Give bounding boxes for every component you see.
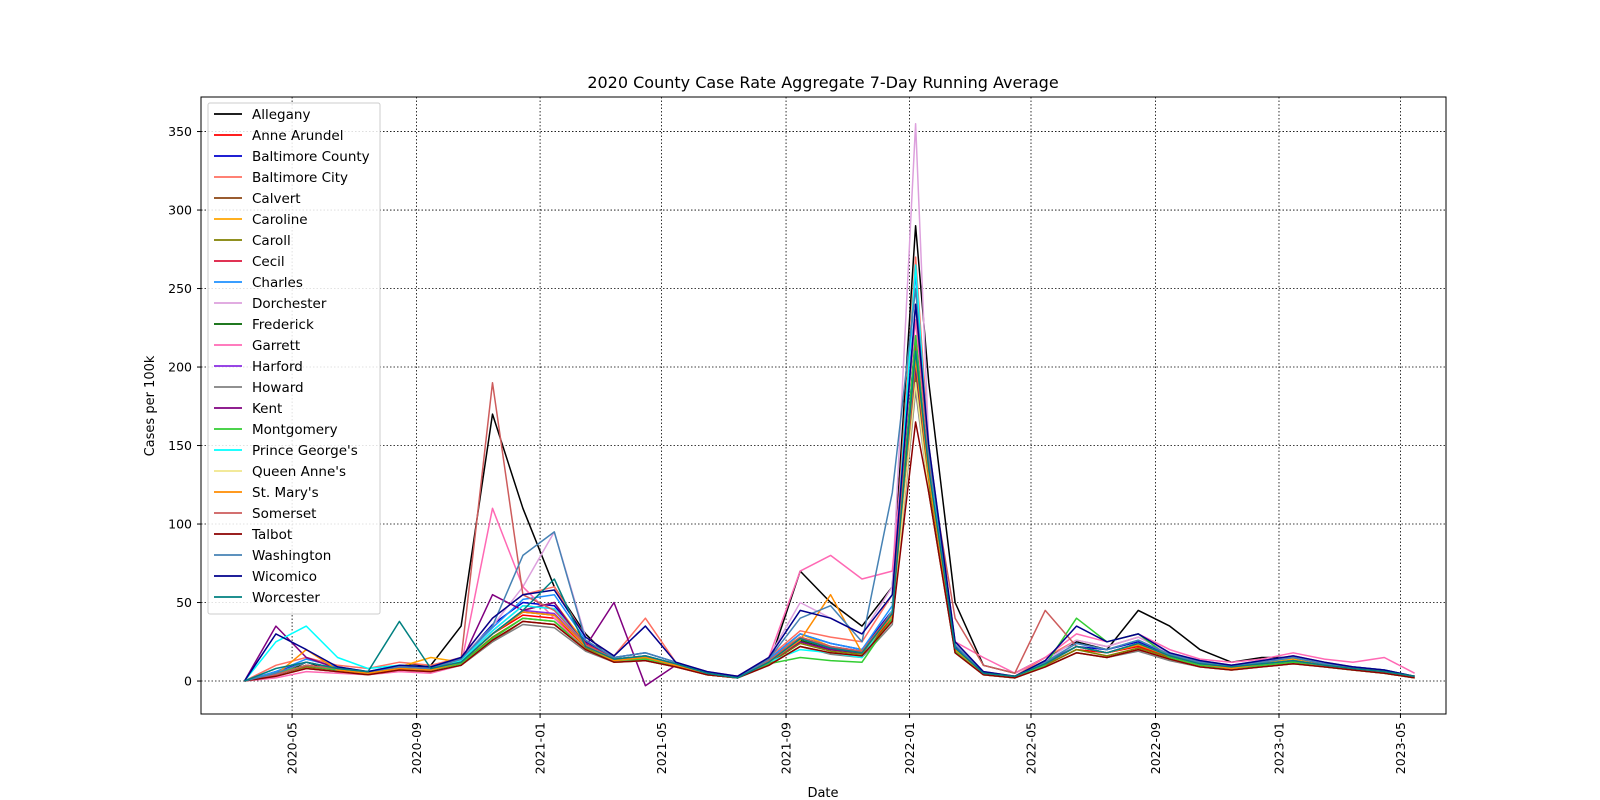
legend-label-garrett: Garrett xyxy=(252,338,300,354)
legend-label-baltimore-county: Baltimore County xyxy=(252,149,370,165)
y-tick-label: 150 xyxy=(168,438,192,453)
legend-label-allegany: Allegany xyxy=(252,107,310,123)
series-line-talbot xyxy=(244,421,1415,682)
y-tick-label: 50 xyxy=(176,595,192,610)
legend: Allegany Anne Arundel Baltimore County Balt… xyxy=(207,102,381,615)
legend-label-caroll: Caroll xyxy=(252,233,291,249)
chart-title: 2020 County Case Rate Aggregate 7-Day Ru… xyxy=(587,73,1058,92)
legend-label-frederick: Frederick xyxy=(252,317,314,333)
series-line-baltimore-county xyxy=(244,334,1415,682)
series-line-caroll xyxy=(244,374,1415,682)
y-tick-label: 100 xyxy=(168,517,192,532)
legend-label-somerset: Somerset xyxy=(252,506,316,522)
y-tick-label: 250 xyxy=(168,281,192,296)
y-axis: 0 50 100 150 200 250 300 350 xyxy=(168,124,201,689)
y-tick-label: 300 xyxy=(168,203,192,218)
legend-label-kent: Kent xyxy=(252,401,282,417)
series-line-wicomico xyxy=(243,303,1415,682)
x-axis-label: Date xyxy=(807,786,838,800)
series-line-cecil xyxy=(244,342,1415,682)
x-tick-label: 2023-05 xyxy=(1393,722,1408,774)
x-tick-label: 2022-01 xyxy=(902,722,917,774)
legend-label-queen-anne-s: Queen Anne's xyxy=(252,464,346,480)
plot-frame xyxy=(200,96,1447,715)
legend-label-baltimore-city: Baltimore City xyxy=(252,170,348,186)
x-axis: 2020-05 2020-09 2021-01 2021-05 2021-09 2022-… xyxy=(285,714,1408,774)
legend-box xyxy=(207,102,381,615)
series-line-kent xyxy=(243,366,1415,687)
legend-label-dorchester: Dorchester xyxy=(252,296,327,312)
series-line-frederick xyxy=(244,358,1415,682)
legend-label-charles: Charles xyxy=(252,275,303,291)
series-line-harford xyxy=(244,350,1415,682)
y-tick-label: 0 xyxy=(184,674,192,689)
x-tick-label: 2021-09 xyxy=(779,722,794,774)
series-line-caroline xyxy=(244,350,1415,682)
legend-label-montgomery: Montgomery xyxy=(252,422,338,438)
x-tick-label: 2020-05 xyxy=(285,722,300,774)
series-line-montgomery xyxy=(244,334,1415,682)
legend-label-wicomico: Wicomico xyxy=(252,569,317,585)
legend-label-talbot: Talbot xyxy=(251,527,292,543)
y-axis-label: Cases per 100k xyxy=(143,355,158,456)
series-line-charles xyxy=(244,272,1415,682)
x-tick-label: 2021-01 xyxy=(533,722,548,774)
legend-label-worcester: Worcester xyxy=(252,590,320,606)
x-tick-label: 2023-01 xyxy=(1271,722,1286,774)
x-tick-label: 2020-09 xyxy=(409,722,424,774)
legend-label-st-mary-s: St. Mary's xyxy=(252,485,319,501)
x-tick-label: 2022-09 xyxy=(1148,722,1163,774)
grid-lines xyxy=(201,97,1446,714)
series-line-st-mary-s xyxy=(244,358,1415,682)
legend-label-calvert: Calvert xyxy=(252,191,301,207)
series-line-allegany xyxy=(244,224,1415,682)
x-tick-label: 2021-05 xyxy=(654,722,669,774)
y-tick-label: 200 xyxy=(168,360,192,375)
plot-lines xyxy=(243,122,1415,687)
legend-label-howard: Howard xyxy=(252,380,304,396)
legend-label-washington: Washington xyxy=(252,548,331,564)
x-tick-label: 2022-05 xyxy=(1024,722,1039,774)
series-line-worcester xyxy=(244,350,1415,682)
series-line-washington xyxy=(244,287,1415,682)
series-line-anne-arundel xyxy=(244,366,1415,682)
y-tick-label: 350 xyxy=(168,124,192,139)
series-line-somerset xyxy=(244,303,1415,682)
series-line-garrett xyxy=(244,319,1415,682)
legend-label-caroline: Caroline xyxy=(252,212,308,228)
legend-label-cecil: Cecil xyxy=(252,254,285,270)
legend-label-anne-arundel: Anne Arundel xyxy=(252,128,343,144)
legend-label-harford: Harford xyxy=(252,359,303,375)
legend-label-prince-george-s: Prince George's xyxy=(252,443,358,459)
